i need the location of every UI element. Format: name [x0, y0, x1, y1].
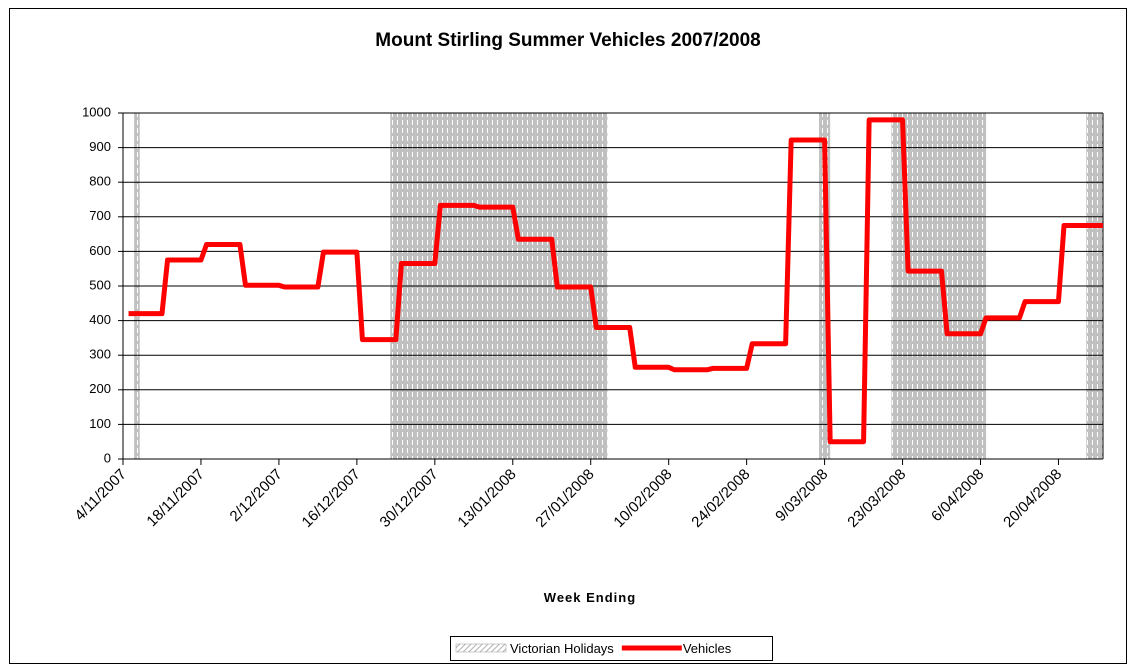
- legend-label: Vehicles: [683, 641, 732, 656]
- y-tick-label: 0: [104, 450, 111, 465]
- vehicles-line: [128, 117, 1103, 445]
- legend: Victorian Holidays Vehicles: [450, 636, 773, 661]
- y-tick-label: 700: [89, 208, 111, 223]
- y-tick-label: 500: [89, 277, 111, 292]
- y-tick-label: 400: [89, 312, 111, 327]
- y-tick-label: 200: [89, 381, 111, 396]
- y-tick-label: 800: [89, 174, 111, 189]
- y-tick-label: 300: [89, 347, 111, 362]
- x-axis-title: Week Ending: [544, 590, 636, 605]
- y-tick-label: 900: [89, 139, 111, 154]
- legend-label: Victorian Holidays: [510, 641, 614, 656]
- legend-swatch: [455, 643, 507, 653]
- chart-title: Mount Stirling Summer Vehicles 2007/2008: [375, 30, 760, 51]
- y-tick-label: 1000: [82, 104, 111, 119]
- y-tick-label: 100: [89, 416, 111, 431]
- y-tick-label: 600: [89, 243, 111, 258]
